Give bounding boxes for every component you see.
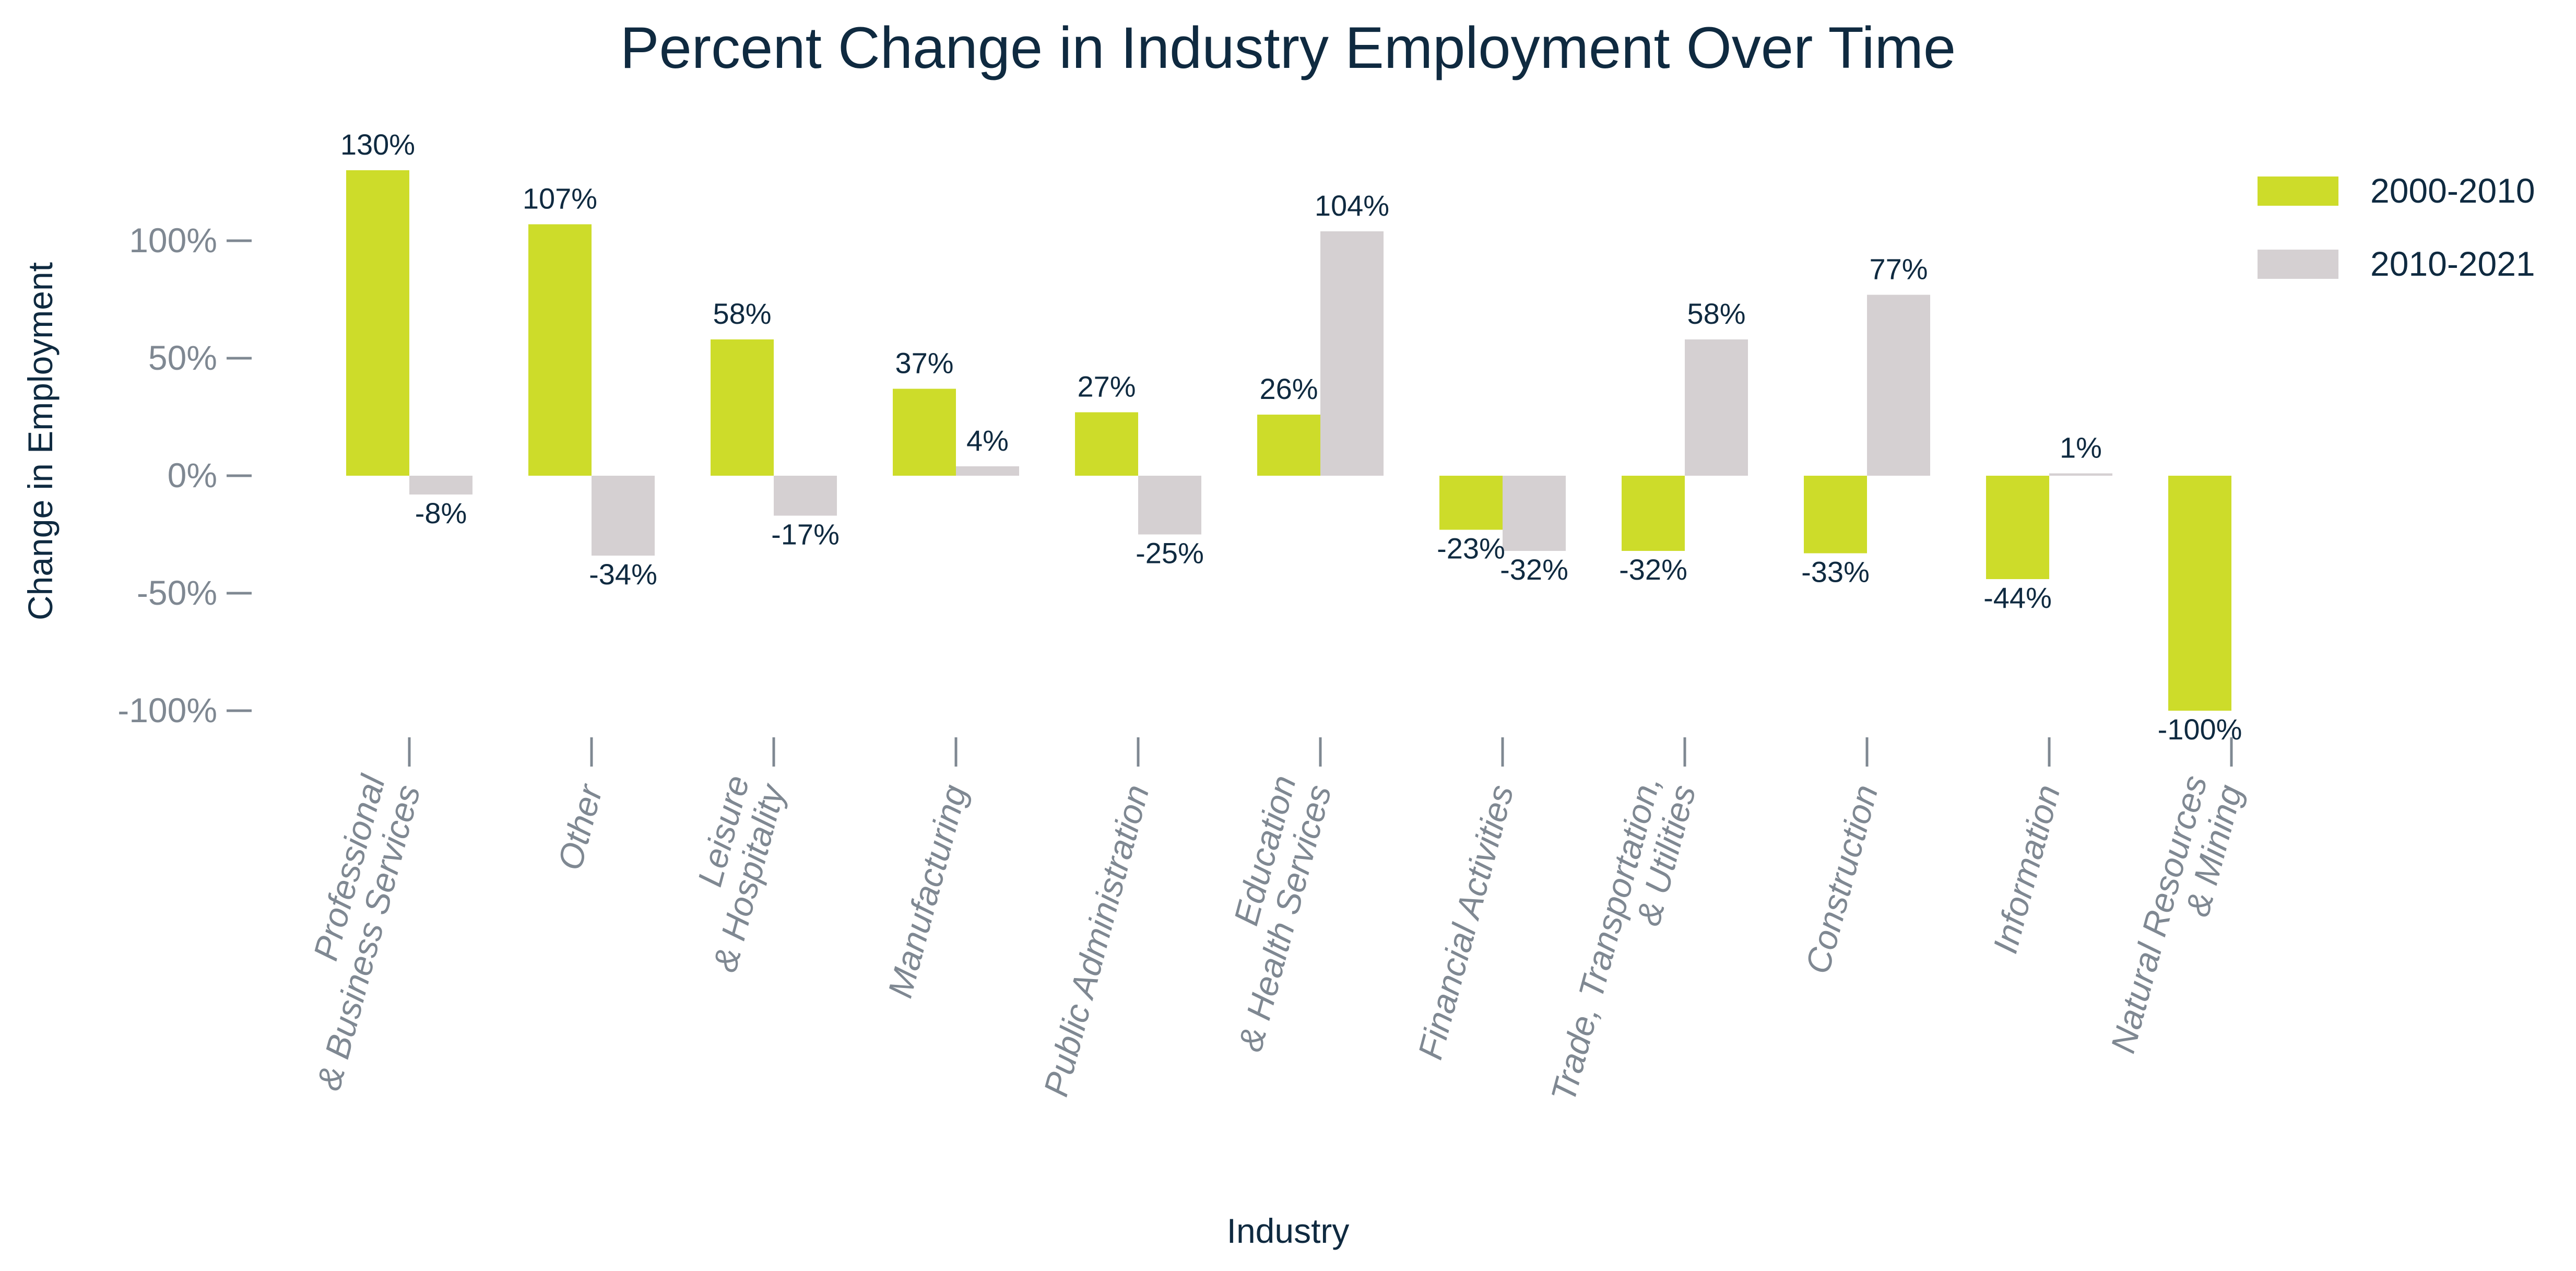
category-label-line: Other — [550, 779, 610, 874]
bar — [2168, 476, 2231, 711]
category-label: Education& Health Services — [1226, 771, 1339, 1055]
data-label: 1% — [2060, 431, 2102, 464]
x-axis-label: Industry — [1227, 1211, 1350, 1250]
data-label: 107% — [523, 182, 597, 215]
bar — [1867, 295, 1930, 476]
category-label: Trade, Transportation,& Utilities — [1543, 771, 1703, 1105]
data-label: -23% — [1437, 532, 1505, 565]
legend-swatch — [2258, 250, 2338, 279]
category-label-line: Construction — [1798, 781, 1885, 978]
y-tick-label: 100% — [129, 221, 217, 260]
y-tick-label: 50% — [148, 338, 217, 377]
bar — [346, 170, 409, 476]
bar — [1439, 476, 1503, 530]
category-label-line: Manufacturing — [880, 781, 974, 1002]
category-label: Leisure& Hospitality — [690, 771, 793, 976]
category-label: Natural Resources& Mining — [2103, 771, 2250, 1057]
data-label: -25% — [1136, 537, 1204, 570]
data-label: 4% — [966, 424, 1009, 457]
data-label: -32% — [1500, 553, 1568, 586]
data-label: -33% — [1801, 556, 1870, 589]
data-label: -34% — [589, 558, 657, 591]
bar — [1138, 476, 1201, 535]
bar — [1622, 476, 1685, 551]
data-label: -8% — [415, 497, 467, 529]
data-label: 104% — [1315, 189, 1389, 222]
data-labels: 130%107%58%37%27% 26%-23%-32% -33%-44%-100… — [340, 128, 2242, 746]
category-label: Public Administration — [1036, 781, 1156, 1100]
category-label: Information — [1986, 781, 2067, 957]
data-label: 26% — [1259, 372, 1318, 405]
y-axis: 100% 50% 0% -50% -100% — [117, 221, 252, 729]
data-label: 58% — [713, 297, 771, 330]
bar — [592, 476, 655, 556]
bar — [1503, 476, 1566, 551]
bar — [774, 476, 837, 516]
bar — [1257, 415, 1320, 476]
bar — [1986, 476, 2049, 579]
y-tick-label: 0% — [168, 456, 217, 495]
legend: 2000-2010 2010-2021 — [2258, 171, 2535, 283]
y-tick-label: -50% — [137, 573, 217, 612]
data-label: -44% — [1983, 581, 2052, 614]
bar — [711, 339, 774, 476]
bar — [956, 466, 1019, 476]
legend-swatch — [2258, 176, 2338, 206]
bar — [528, 224, 592, 476]
category-label-line: Trade, Transportation, — [1543, 771, 1668, 1105]
data-label: -100% — [2158, 713, 2242, 746]
category-label: Other — [550, 779, 610, 874]
data-label: 37% — [895, 347, 953, 380]
bar — [1685, 339, 1748, 476]
data-label: 130% — [340, 128, 415, 161]
category-label-line: Financial Activities — [1410, 781, 1520, 1063]
data-label: 27% — [1077, 370, 1136, 403]
bar — [1075, 412, 1138, 476]
legend-label: 2010-2021 — [2370, 244, 2535, 283]
data-label: -32% — [1619, 553, 1687, 586]
category-label: Financial Activities — [1410, 781, 1520, 1063]
legend-label: 2000-2010 — [2370, 171, 2535, 210]
category-label: Manufacturing — [880, 781, 974, 1002]
x-axis: Professional& Business Services Other Leis… — [306, 737, 2250, 1105]
bar — [893, 389, 956, 476]
bar — [409, 476, 472, 495]
bar — [2049, 473, 2112, 476]
category-label-line: Public Administration — [1036, 781, 1156, 1100]
data-label: -17% — [771, 518, 840, 551]
data-label: 77% — [1869, 253, 1928, 286]
category-label-line: Information — [1986, 781, 2067, 957]
y-tick-label: -100% — [117, 691, 217, 729]
chart-title: Percent Change in Industry Employment Ov… — [620, 15, 1956, 80]
data-label: 58% — [1687, 297, 1745, 330]
category-label: Professional& Business Services — [306, 770, 428, 1095]
category-label: Construction — [1798, 781, 1885, 978]
bars — [346, 170, 2231, 711]
bar — [1804, 476, 1867, 554]
y-axis-label: Change in Employment — [21, 262, 60, 620]
bar — [1320, 231, 1384, 476]
